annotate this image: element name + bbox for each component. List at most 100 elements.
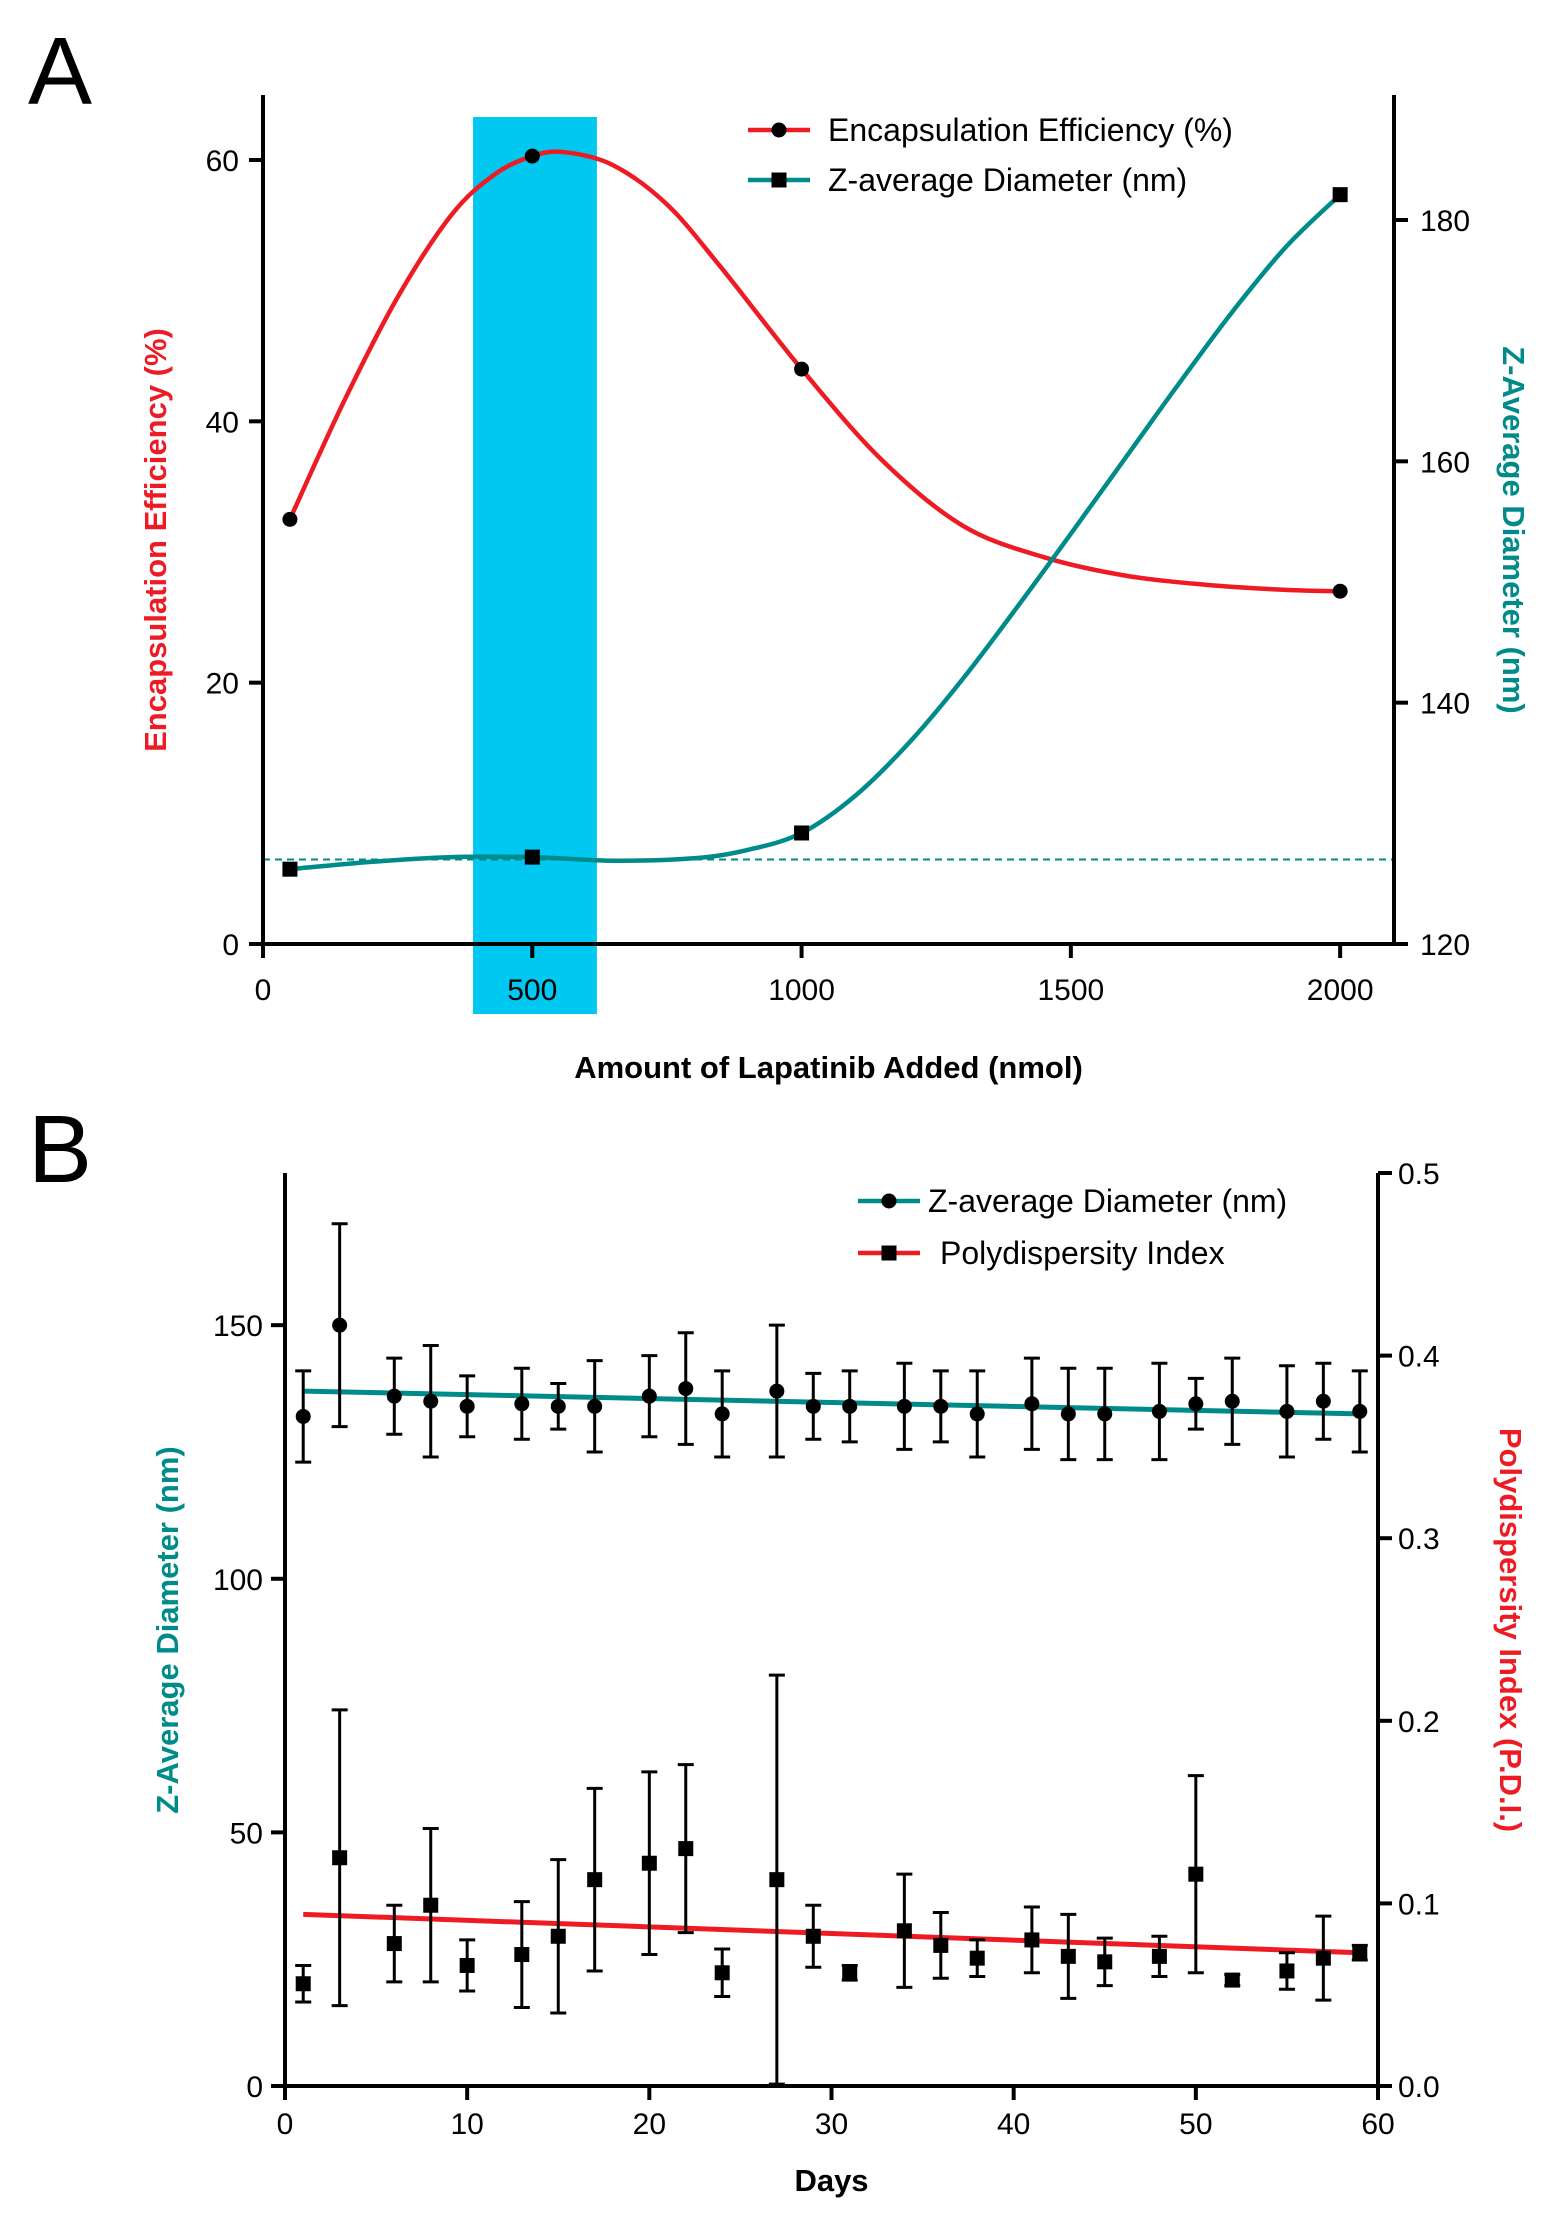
legend-marker xyxy=(771,122,787,138)
right-axis-label: Z-Average Diameter (nm) xyxy=(1496,346,1531,714)
series-0-point xyxy=(1279,1403,1295,1419)
left-tick-label: 50 xyxy=(230,1817,263,1850)
x-tick-label: 10 xyxy=(450,2108,483,2141)
series-1-point xyxy=(514,1947,530,1963)
x-tick-label: 2000 xyxy=(1307,974,1374,1007)
right-tick-label: 0.4 xyxy=(1398,1341,1440,1374)
right-tick-label: 0.1 xyxy=(1398,1888,1440,1921)
series-1-point xyxy=(282,861,298,877)
series-1-point xyxy=(332,1850,348,1866)
series-0-point xyxy=(1315,1393,1331,1409)
left-axis-label: Z-Average Diameter (nm) xyxy=(150,1446,185,1814)
legend-marker xyxy=(881,1193,897,1209)
series-1-point xyxy=(1024,1932,1040,1948)
series-1-point xyxy=(969,1950,985,1966)
left-axis-label: Encapsulation Efficiency (%) xyxy=(138,328,173,752)
series-0-point xyxy=(641,1388,657,1404)
x-tick-label: 20 xyxy=(633,2108,666,2141)
left-tick-label: 40 xyxy=(206,406,239,439)
series-0-point xyxy=(423,1393,439,1409)
series-1-point xyxy=(524,849,540,865)
x-tick-label: 1000 xyxy=(768,974,835,1007)
series-1-point xyxy=(641,1855,657,1871)
series-0-point xyxy=(969,1406,985,1422)
series-1-point xyxy=(1097,1954,1113,1970)
series-1-point xyxy=(678,1841,694,1857)
series-1-point xyxy=(459,1957,475,1973)
right-tick-label: 120 xyxy=(1420,929,1470,962)
series-0-point xyxy=(714,1406,730,1422)
x-tick-label: 50 xyxy=(1179,2108,1212,2141)
series-0-point xyxy=(295,1408,311,1424)
panel-a-label: A xyxy=(28,18,92,125)
series-1-point xyxy=(587,1872,603,1888)
left-tick-label: 150 xyxy=(213,1310,263,1343)
series-1-point xyxy=(896,1923,912,1939)
series-1-trend-line xyxy=(303,1911,1360,1956)
series-0-point xyxy=(1151,1403,1167,1419)
legend-marker xyxy=(771,172,787,188)
legend-label: Z-average Diameter (nm) xyxy=(828,162,1187,198)
series-0-point xyxy=(933,1398,949,1414)
left-tick-label: 100 xyxy=(213,1564,263,1597)
series-1-point xyxy=(769,1872,785,1888)
series-0-point xyxy=(1352,1403,1368,1419)
chart-a: 0 500 1000 1500 2000 0 20 40 60 120 140 160 180 Amoun… xyxy=(138,95,1531,1085)
legend-marker xyxy=(881,1245,897,1261)
x-tick-label: 30 xyxy=(815,2108,848,2141)
series-0-trend-line xyxy=(303,1388,1360,1417)
series-0-point xyxy=(678,1381,694,1397)
series-0-point xyxy=(896,1398,912,1414)
series-0-point xyxy=(386,1388,402,1404)
series-1-point xyxy=(1151,1948,1167,1964)
panel-b-label: B xyxy=(28,1096,92,1203)
legend-label: Encapsulation Efficiency (%) xyxy=(828,112,1233,148)
series-1-point xyxy=(714,1965,730,1981)
highlight-band xyxy=(473,117,597,1014)
series-0-point xyxy=(587,1398,603,1414)
left-tick-label: 60 xyxy=(206,145,239,178)
series-1-point xyxy=(794,825,810,841)
series-1-point xyxy=(842,1965,858,1981)
chart-b: 0 10 20 30 40 50 60 0 50 100 150 0.0 0.1 0.2 0.3 0.4 0.5… xyxy=(150,1158,1528,2198)
series-1-point xyxy=(550,1928,566,1944)
x-tick-label: 1500 xyxy=(1037,974,1104,1007)
series-1-point xyxy=(1188,1866,1204,1882)
legend-label: Z-average Diameter (nm) xyxy=(928,1183,1287,1219)
series-0-point xyxy=(1024,1396,1040,1412)
series-0-point xyxy=(1332,583,1348,599)
series-0-point xyxy=(332,1317,348,1333)
series-1-point xyxy=(805,1928,821,1944)
series-0-point xyxy=(1097,1406,1113,1422)
series-0-point xyxy=(794,361,810,377)
series-1-curve xyxy=(289,193,1342,872)
series-1-point xyxy=(1060,1948,1076,1964)
series-1-point xyxy=(1224,1972,1240,1988)
series-0-point xyxy=(842,1398,858,1414)
left-tick-label: 20 xyxy=(206,668,239,701)
left-tick-label: 0 xyxy=(222,929,239,962)
series-1-point xyxy=(1315,1950,1331,1966)
x-tick-label: 60 xyxy=(1361,2108,1394,2141)
series-0-point xyxy=(805,1398,821,1414)
right-tick-label: 140 xyxy=(1420,688,1470,721)
series-0-point xyxy=(282,511,298,527)
right-tick-label: 0.0 xyxy=(1398,2071,1440,2104)
series-0-point xyxy=(514,1396,530,1412)
series-0-point xyxy=(459,1398,475,1414)
series-1-point xyxy=(423,1897,439,1913)
right-tick-label: 180 xyxy=(1420,205,1470,238)
right-tick-label: 0.3 xyxy=(1398,1523,1440,1556)
x-tick-label: 500 xyxy=(507,974,557,1007)
x-axis-label: Days xyxy=(794,2163,868,2198)
right-axis-label: Polydispersity Index (P.D.I.) xyxy=(1493,1428,1528,1832)
right-tick-label: 0.2 xyxy=(1398,1706,1440,1739)
legend-label: Polydispersity Index xyxy=(940,1235,1225,1271)
series-0-curve xyxy=(287,149,1341,594)
series-0-point xyxy=(1060,1406,1076,1422)
x-tick-label: 40 xyxy=(997,2108,1030,2141)
series-1-point xyxy=(386,1936,402,1952)
series-0-point xyxy=(1224,1393,1240,1409)
left-tick-label: 0 xyxy=(246,2071,263,2104)
series-0-point xyxy=(550,1398,566,1414)
